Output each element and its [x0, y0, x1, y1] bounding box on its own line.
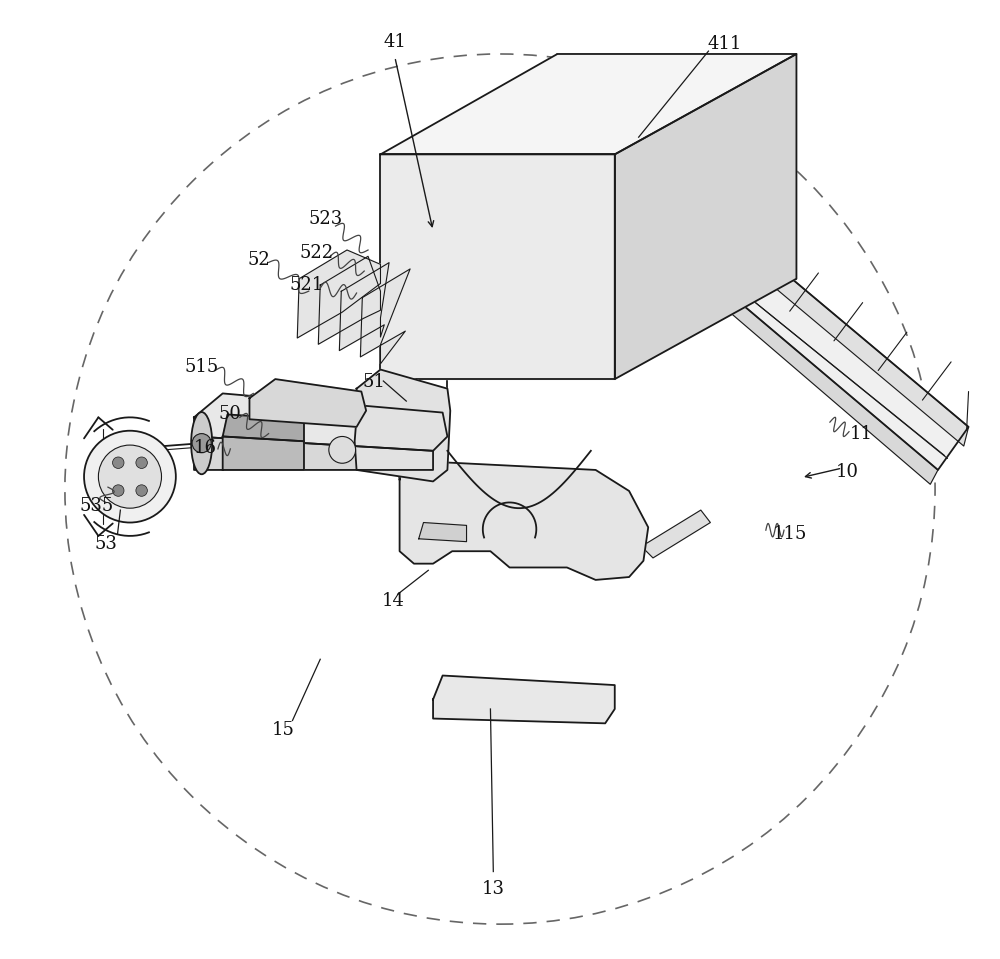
Polygon shape	[639, 154, 969, 446]
Circle shape	[98, 445, 161, 508]
Polygon shape	[615, 54, 796, 379]
Text: 53: 53	[95, 534, 117, 552]
Polygon shape	[318, 256, 380, 344]
Polygon shape	[419, 523, 467, 542]
Text: 515: 515	[185, 358, 219, 376]
Text: 51: 51	[362, 373, 385, 391]
Polygon shape	[360, 269, 410, 363]
Polygon shape	[607, 193, 938, 484]
Polygon shape	[223, 414, 304, 441]
Polygon shape	[380, 154, 615, 379]
Text: 52: 52	[248, 250, 270, 269]
Circle shape	[329, 436, 356, 463]
Ellipse shape	[191, 412, 212, 475]
Text: 11: 11	[850, 425, 873, 443]
Polygon shape	[433, 675, 615, 723]
Polygon shape	[194, 393, 447, 451]
Circle shape	[113, 457, 124, 468]
Text: 115: 115	[773, 525, 807, 543]
Polygon shape	[380, 54, 796, 154]
Circle shape	[113, 485, 124, 497]
Circle shape	[84, 431, 176, 523]
Polygon shape	[355, 369, 450, 481]
Text: 50: 50	[219, 406, 242, 424]
Polygon shape	[223, 436, 304, 470]
Text: 523: 523	[309, 210, 343, 228]
Text: 15: 15	[272, 721, 294, 739]
Text: 411: 411	[708, 35, 742, 54]
Polygon shape	[642, 510, 710, 558]
Polygon shape	[400, 460, 648, 580]
Polygon shape	[194, 436, 433, 470]
Polygon shape	[249, 379, 366, 427]
Circle shape	[192, 433, 211, 453]
Text: 521: 521	[290, 276, 324, 294]
Text: 522: 522	[299, 244, 333, 262]
Circle shape	[136, 457, 147, 468]
Polygon shape	[610, 154, 969, 470]
Text: 16: 16	[194, 439, 217, 456]
Text: 14: 14	[381, 592, 404, 610]
Polygon shape	[339, 263, 389, 351]
Text: 41: 41	[383, 33, 406, 51]
Text: 10: 10	[836, 463, 859, 480]
Circle shape	[136, 485, 147, 497]
Text: 535: 535	[79, 498, 114, 515]
Polygon shape	[297, 250, 380, 338]
Text: 13: 13	[482, 879, 505, 898]
